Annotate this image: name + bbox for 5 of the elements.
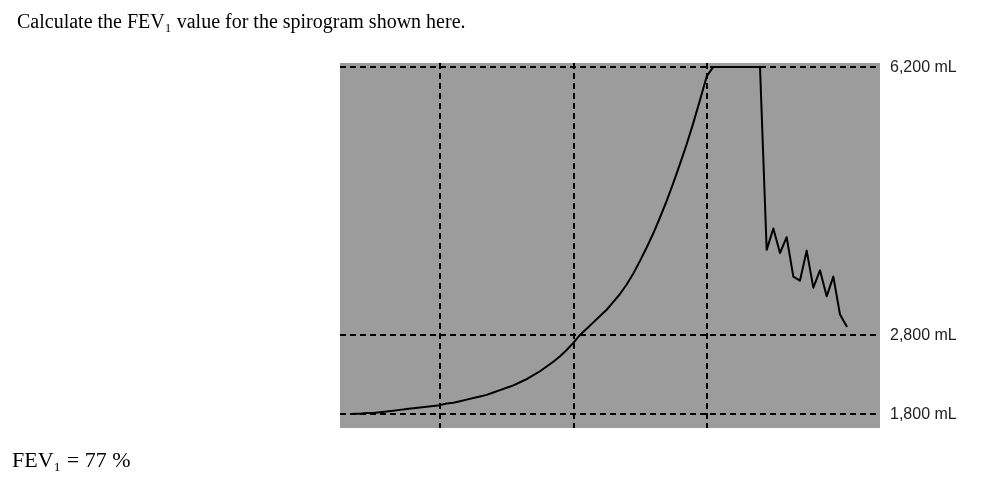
y-tick-label: 6,200 mL [890, 58, 957, 76]
text: FEV₁ = 77 % [12, 446, 131, 472]
y-tick-label: 2,800 mL [890, 326, 957, 344]
y-tick-label: 1,800 mL [890, 405, 957, 423]
chart-title: Calculate the FEV₁ value for the spirogram shown here. [17, 10, 466, 33]
